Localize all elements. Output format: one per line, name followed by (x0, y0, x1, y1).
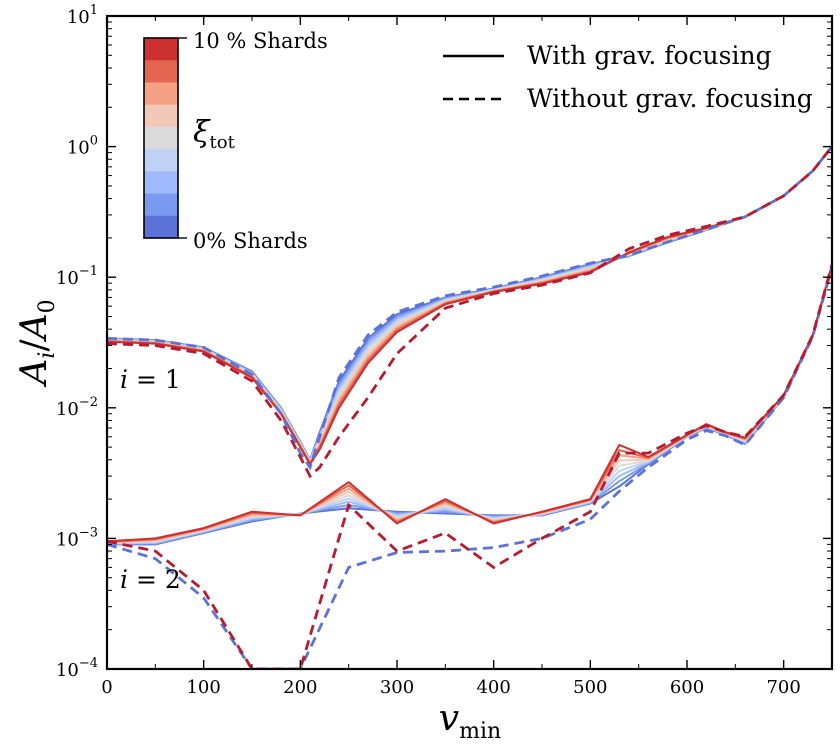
y-tick-label: 10−4 (56, 656, 98, 681)
solid-series-line (107, 145, 832, 463)
y-tick-label: 10−3 (56, 525, 98, 550)
colorbar-swatch (144, 171, 178, 195)
solid-series-line (107, 145, 832, 461)
x-tick-label: 300 (380, 677, 414, 698)
solid-series-line (107, 265, 832, 545)
legend: With grav. focusing Without grav. focusi… (443, 41, 813, 113)
x-tick-label: 100 (186, 677, 220, 698)
axis-ticks: 0 100 200 300 400 500 600 700 10−4 10−3 10−2 10−1 10… (56, 3, 832, 698)
dashed-series-line-low (107, 266, 832, 669)
solid-series-line (107, 145, 832, 465)
colorbar-swatch (144, 38, 178, 61)
solid-series-line (107, 266, 832, 545)
colorbar-frame (143, 37, 179, 239)
solid-series-line (107, 145, 832, 463)
colorbar-swatch (144, 82, 178, 106)
annotation-i2: i = 2 (120, 565, 181, 594)
solid-series-line (107, 264, 832, 543)
solid-series-line (107, 145, 832, 462)
dashed-series-line-low (107, 145, 832, 471)
plot-frame (105, 14, 834, 671)
dashed-series-line-high (107, 145, 832, 479)
solid-series-line (107, 145, 832, 466)
annotation-i1: i = 1 (120, 365, 181, 394)
dashed-series-line-high (107, 264, 832, 669)
colorbar-swatch (144, 149, 178, 172)
solid-series-line (107, 264, 832, 543)
data-series-layer (107, 145, 832, 669)
x-axis-label: vmin (439, 698, 501, 744)
y-axis-label: Ai/A0 (14, 299, 60, 387)
colorbar-swatch (144, 215, 178, 239)
solid-series-line (107, 264, 832, 544)
y-tick-label: 10−2 (56, 395, 98, 420)
colorbar-swatch (144, 60, 178, 83)
solid-series-line (107, 145, 832, 462)
x-tick-label: 700 (766, 677, 800, 698)
x-tick-label: 200 (283, 677, 317, 698)
colorbar-bottom-label: 0% Shards (193, 229, 308, 253)
solid-series-line (107, 265, 832, 544)
x-tick-label: 0 (101, 677, 112, 698)
x-tick-label: 500 (573, 677, 607, 698)
y-tick-label: 10−1 (56, 264, 98, 289)
colorbar (143, 37, 187, 239)
legend-entry-dashed: Without grav. focusing (527, 84, 813, 113)
solid-series-line (107, 265, 832, 544)
legend-entry-solid: With grav. focusing (527, 41, 772, 70)
x-tick-label: 600 (670, 677, 704, 698)
colorbar-top-label: 10 % Shards (193, 29, 328, 53)
solid-series-line (107, 145, 832, 464)
y-tick-label: 100 (67, 134, 98, 159)
colorbar-swatch (144, 104, 178, 128)
series-group (107, 264, 832, 669)
x-tick-label: 400 (476, 677, 510, 698)
y-tick-label: 101 (67, 3, 98, 28)
solid-series-line (107, 145, 832, 465)
colorbar-swatch (144, 193, 178, 217)
colorbar-symbol: ξtot (193, 115, 236, 153)
solid-series-line (107, 266, 832, 546)
series-group (107, 145, 832, 479)
solid-series-line (107, 266, 832, 545)
colorbar-swatch (144, 126, 178, 150)
